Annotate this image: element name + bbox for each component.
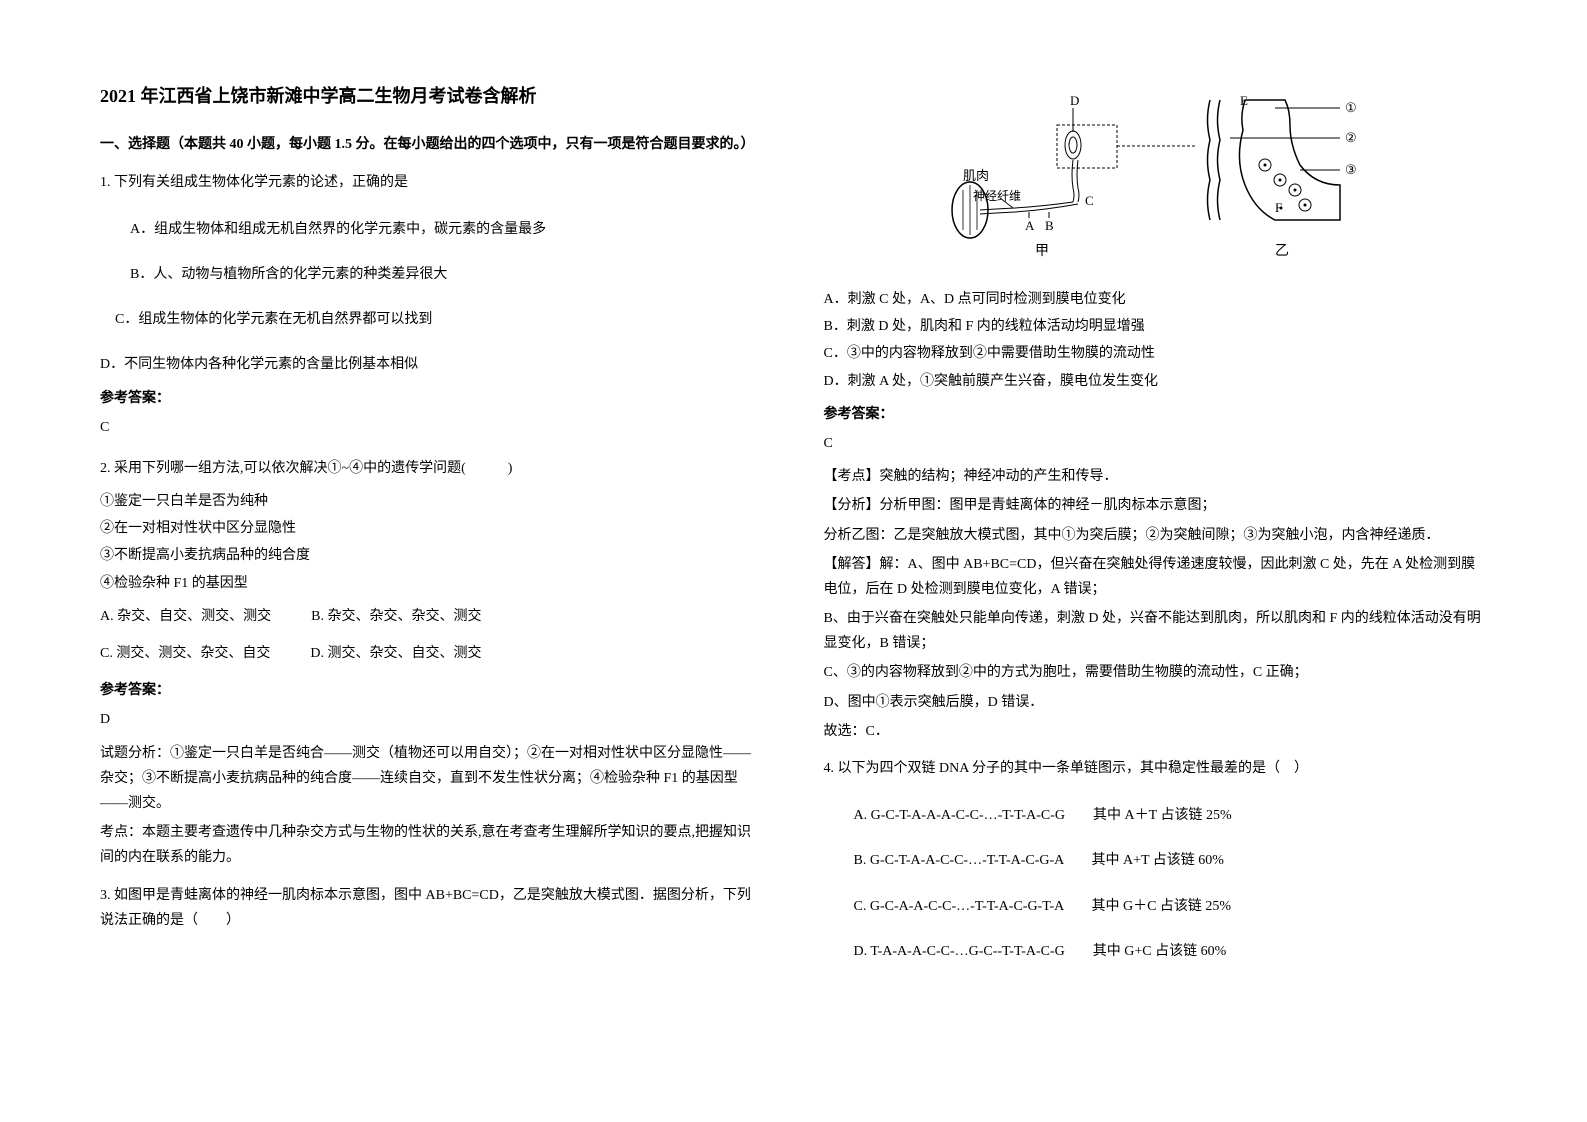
q1-answer: C xyxy=(100,415,764,440)
q3-guxuan: 故选：C． xyxy=(824,719,1488,744)
diagram-label-yi: 乙 xyxy=(1275,243,1289,259)
question-2: 2. 采用下列哪一组方法,可以依次解决①~④中的遗传学问题( ) ①鉴定一只白羊… xyxy=(100,456,764,875)
q3-jieda: 【解答】解：A、图中 AB+BC=CD，但兴奋在突触处得传递速度较慢，因此刺激 … xyxy=(824,552,1488,602)
q3-jieda-b: B、由于兴奋在突触处只能单向传递，刺激 D 处，兴奋不能达到肌肉，所以肌肉和 F… xyxy=(824,606,1488,656)
q2-sub4: ④检验杂种 F1 的基因型 xyxy=(100,571,764,596)
q2-answer: D xyxy=(100,707,764,732)
diagram-label-b: B xyxy=(1045,218,1054,233)
left-column: 2021 年江西省上饶市新滩中学高二生物月考试卷含解析 一、选择题（本题共 40… xyxy=(100,80,764,1082)
q3-answer-label: 参考答案： xyxy=(824,402,1488,427)
q2-sub2: ②在一对相对性状中区分显隐性 xyxy=(100,516,764,541)
q2-analysis-2: 考点：本题主要考查遗传中几种杂交方式与生物的性状的关系,意在考查考生理解所学知识… xyxy=(100,820,764,870)
q1-option-b: B．人、动物与植物所含的化学元素的种类差异很大 xyxy=(100,262,764,287)
q3-option-a: A．刺激 C 处，A、D 点可同时检测到膜电位变化 xyxy=(824,287,1488,312)
q3-option-c: C．③中的内容物释放到②中需要借助生物膜的流动性 xyxy=(824,341,1488,366)
q4-text: 4. 以下为四个双链 DNA 分子的其中一条单链图示，其中稳定性最差的是（ ） xyxy=(824,756,1488,781)
q2-sub1: ①鉴定一只白羊是否为纯种 xyxy=(100,489,764,514)
question-4: 4. 以下为四个双链 DNA 分子的其中一条单链图示，其中稳定性最差的是（ ） … xyxy=(824,756,1488,970)
q1-option-a: A．组成生物体和组成无机自然界的化学元素中，碳元素的含量最多 xyxy=(100,217,764,242)
right-column: D C 肌肉 神经纤维 xyxy=(824,80,1488,1082)
q4-option-c: C. G-C-A-A-C-C-…-T-T-A-C-G-T-A 其中 G＋C 占该… xyxy=(824,894,1488,919)
q1-answer-label: 参考答案： xyxy=(100,386,764,411)
q4-option-b: B. G-C-T-A-A-C-C-…-T-T-A-C-G-A 其中 A+T 占该… xyxy=(824,848,1488,873)
q3-text: 3. 如图甲是青蛙离体的神经一肌肉标本示意图，图中 AB+BC=CD，乙是突触放… xyxy=(100,883,764,933)
q2-option-a: A. 杂交、自交、测交、测交 xyxy=(100,604,271,629)
diagram-label-1: ① xyxy=(1345,100,1357,115)
q3-option-b: B．刺激 D 处，肌肉和 F 内的线粒体活动均明显增强 xyxy=(824,314,1488,339)
q2-text: 2. 采用下列哪一组方法,可以依次解决①~④中的遗传学问题( ) xyxy=(100,456,764,481)
diagram-label-3: ③ xyxy=(1345,162,1357,177)
q2-answer-label: 参考答案： xyxy=(100,678,764,703)
q4-option-d: D. T-A-A-A-C-C-…G-C--T-T-A-C-G 其中 G+C 占该… xyxy=(824,939,1488,964)
question-3-options: A．刺激 C 处，A、D 点可同时检测到膜电位变化 B．刺激 D 处，肌肉和 F… xyxy=(824,285,1488,748)
nerve-muscle-diagram: D C 肌肉 神经纤维 xyxy=(945,90,1365,270)
diagram-label-c: C xyxy=(1085,193,1094,208)
q2-option-d: D. 测交、杂交、自交、测交 xyxy=(310,641,481,666)
q1-text: 1. 下列有关组成生物体化学元素的论述，正确的是 xyxy=(100,170,764,195)
q4-option-a: A. G-C-T-A-A-A-C-C-…-T-T-A-C-G 其中 A＋T 占该… xyxy=(824,803,1488,828)
diagram-label-jia: 甲 xyxy=(1035,244,1049,259)
q3-diagram-container: D C 肌肉 神经纤维 xyxy=(824,90,1488,270)
question-1: 1. 下列有关组成生物体化学元素的论述，正确的是 A．组成生物体和组成无机自然界… xyxy=(100,170,764,448)
q1-option-c: C．组成生物体的化学元素在无机自然界都可以找到 xyxy=(100,307,764,332)
q3-kaodian: 【考点】突触的结构；神经冲动的产生和传导． xyxy=(824,464,1488,489)
diagram-label-nerve: 神经纤维 xyxy=(973,189,1021,203)
q3-fenxi2: 分析乙图：乙是突触放大模式图，其中①为突后膜；②为突触间隙；③为突触小泡，内含神… xyxy=(824,523,1488,548)
q2-option-b: B. 杂交、杂交、杂交、测交 xyxy=(311,604,481,629)
q3-jieda-c: C、③的内容物释放到②中的方式为胞吐，需要借助生物膜的流动性，C 正确； xyxy=(824,660,1488,685)
q3-jieda-d: D、图中①表示突触后膜，D 错误． xyxy=(824,690,1488,715)
q3-option-d: D．刺激 A 处，①突触前膜产生兴奋，膜电位发生变化 xyxy=(824,369,1488,394)
question-3-intro: 3. 如图甲是青蛙离体的神经一肌肉标本示意图，图中 AB+BC=CD，乙是突触放… xyxy=(100,883,764,941)
q2-analysis-1: 试题分析：①鉴定一只白羊是否纯合——测交（植物还可以用自交）；②在一对相对性状中… xyxy=(100,741,764,817)
diagram-label-muscle: 肌肉 xyxy=(963,168,989,183)
exam-title: 2021 年江西省上饶市新滩中学高二生物月考试卷含解析 xyxy=(100,80,764,112)
diagram-label-2: ② xyxy=(1345,130,1357,145)
q2-option-c: C. 测交、测交、杂交、自交 xyxy=(100,641,270,666)
q3-fenxi: 【分析】分析甲图：图甲是青蛙离体的神经－肌肉标本示意图； xyxy=(824,493,1488,518)
diagram-label-a: A xyxy=(1025,218,1035,233)
q1-option-d: D．不同生物体内各种化学元素的含量比例基本相似 xyxy=(100,352,764,377)
q2-sub3: ③不断提高小麦抗病品种的纯合度 xyxy=(100,543,764,568)
q3-answer: C xyxy=(824,431,1488,456)
section-1-header: 一、选择题（本题共 40 小题，每小题 1.5 分。在每小题给出的四个选项中，只… xyxy=(100,132,764,157)
diagram-label-d: D xyxy=(1070,93,1079,108)
